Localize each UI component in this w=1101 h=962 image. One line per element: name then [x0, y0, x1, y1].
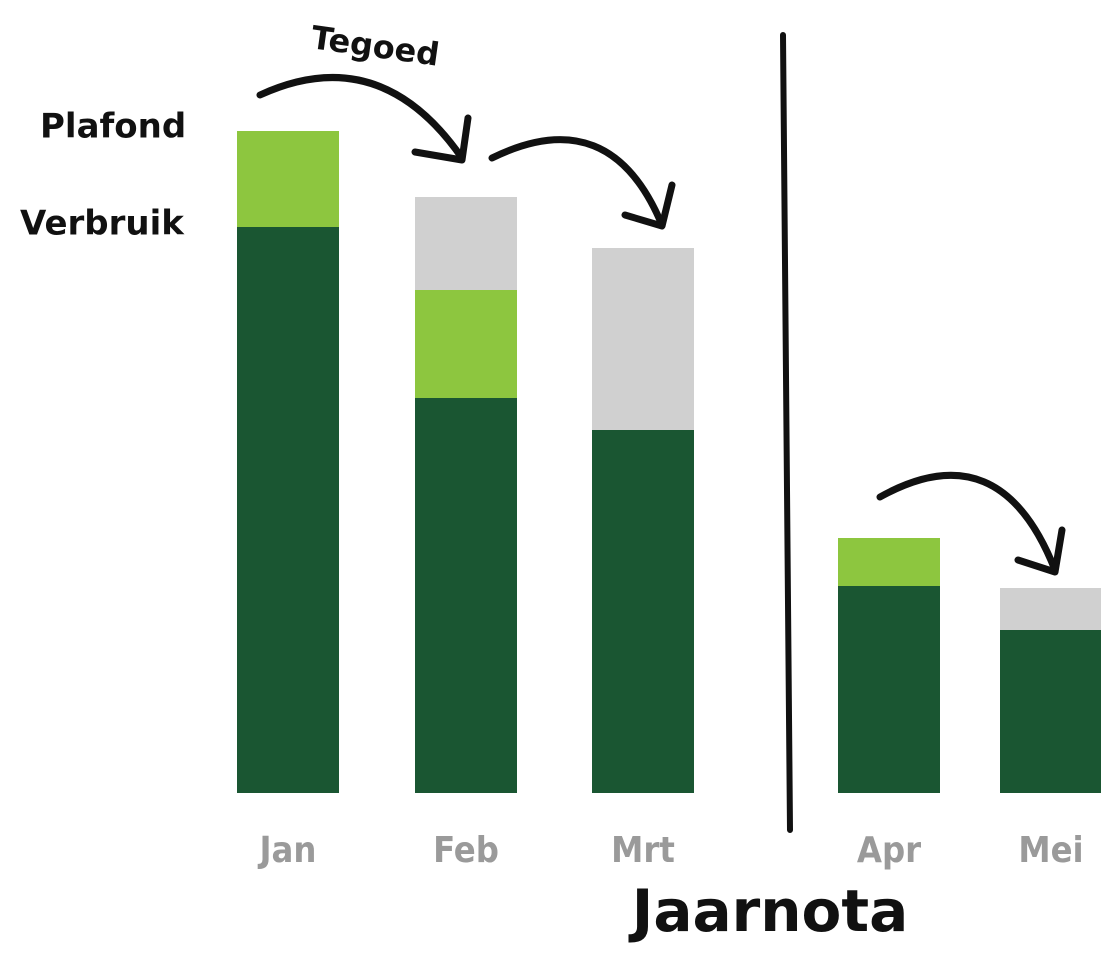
bar-segment: [237, 227, 339, 793]
x-tick-label: Feb: [433, 830, 499, 871]
arrow: [256, 74, 466, 162]
arrow-head: [621, 181, 676, 230]
legend-label: Plafond: [40, 107, 186, 147]
x-tick-label: Apr: [857, 830, 921, 871]
bar-segment: [415, 290, 517, 398]
arrow: [488, 136, 666, 229]
x-tick-label: Mrt: [611, 830, 675, 871]
x-tick-label: Jan: [258, 830, 317, 871]
bar-segment: [592, 430, 694, 793]
bar-segment: [1000, 588, 1101, 630]
bar-segment: [838, 586, 940, 793]
arrow-head: [1014, 526, 1066, 576]
bar-segment: [237, 131, 339, 227]
arrow-label: Tegoed: [309, 18, 442, 74]
bar-segment: [1000, 630, 1101, 793]
legend-label: Verbruik: [20, 204, 185, 244]
bar-segment: [415, 398, 517, 793]
bar-segment: [592, 248, 694, 430]
divider: [780, 32, 793, 833]
bar-segment: [415, 197, 517, 290]
bar-segment: [838, 538, 940, 586]
bars: [237, 131, 1101, 793]
annotation: Jaarnota: [628, 877, 908, 945]
arrow-head: [411, 114, 472, 164]
x-tick-label: Mei: [1018, 830, 1083, 871]
arrow: [876, 471, 1059, 574]
